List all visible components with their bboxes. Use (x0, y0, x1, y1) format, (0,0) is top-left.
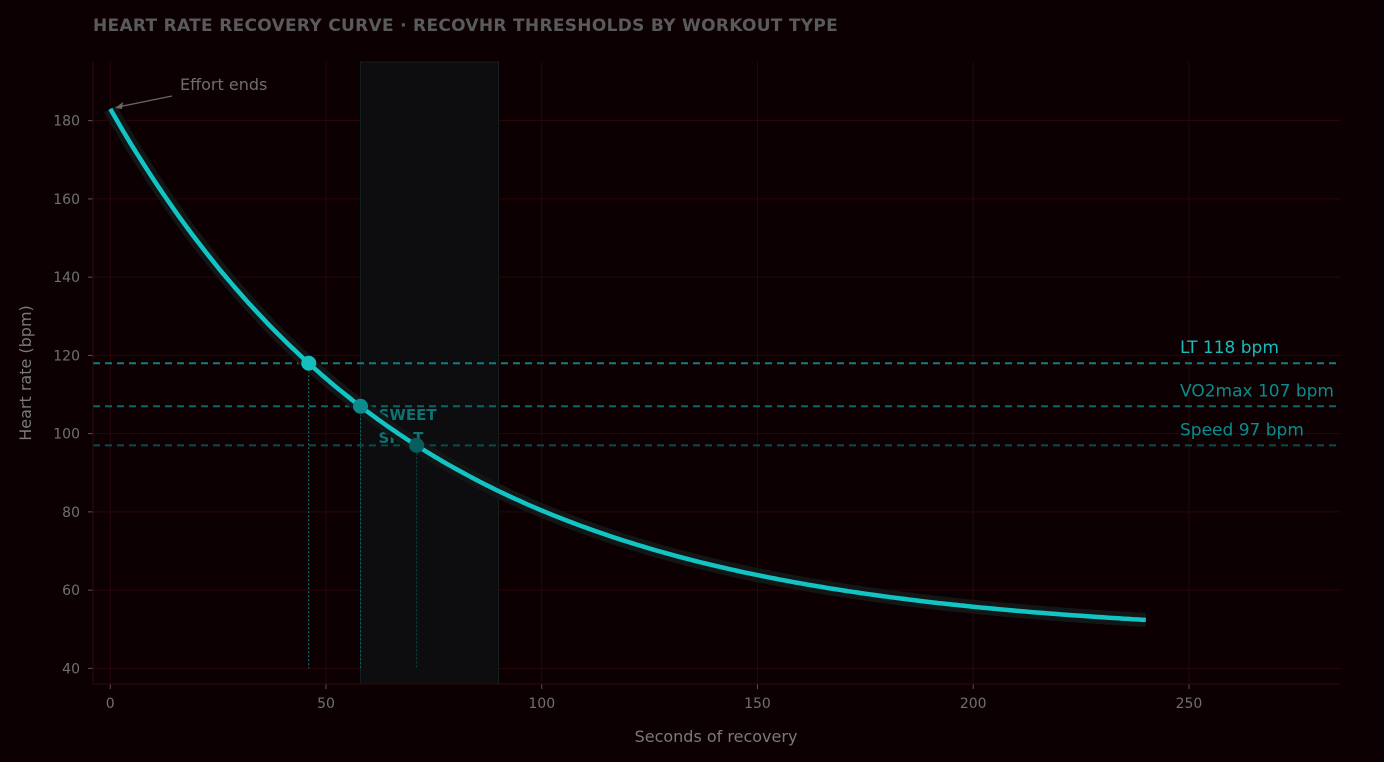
threshold-point-Speed (409, 437, 425, 453)
annotation-arrow (117, 95, 173, 108)
y-tick-label: 120 (53, 348, 80, 364)
recovery-curve (104, 105, 1147, 627)
threshold-label-VO2max: VO2max 107 bpm (1180, 381, 1334, 401)
chart-title: HEART RATE RECOVERY CURVE · RECOVHR THRE… (93, 16, 838, 36)
y-tick-label: 160 (53, 192, 80, 208)
threshold-point-LT (301, 355, 317, 371)
annotation-arrowhead (115, 102, 123, 109)
x-tick-label: 100 (528, 696, 555, 712)
y-tick-label: 180 (53, 114, 80, 130)
threshold-label-Speed: Speed 97 bpm (1180, 420, 1304, 440)
y-axis-label: Heart rate (bpm) (16, 305, 35, 441)
threshold-point-VO2max (353, 398, 369, 414)
x-tick-label: 150 (744, 696, 771, 712)
y-tick-label: 100 (53, 427, 80, 443)
y-tick-label: 80 (62, 505, 80, 521)
sweet-spot-label: SWEET (379, 406, 438, 424)
x-axis-label: Seconds of recovery (635, 727, 798, 746)
x-tick-label: 200 (960, 696, 987, 712)
curve-line (108, 107, 1146, 623)
sweet-spot-rect (360, 61, 500, 685)
x-tick-label: 250 (1176, 696, 1203, 712)
y-tick-label: 140 (53, 270, 80, 286)
y-tick-label: 60 (62, 583, 80, 599)
axes: 0 50 100 150 200 250 40 60 80 100 120 140 160 180 Effo… (53, 62, 1340, 712)
threshold-points (301, 355, 425, 453)
x-tick-label: 50 (317, 696, 335, 712)
threshold-label-LT: LT 118 bpm (1180, 338, 1279, 358)
y-tick-label: 40 (62, 661, 80, 677)
x-tick-label: 0 (106, 696, 115, 712)
annotation-effort-ends: Effort ends (180, 75, 267, 94)
